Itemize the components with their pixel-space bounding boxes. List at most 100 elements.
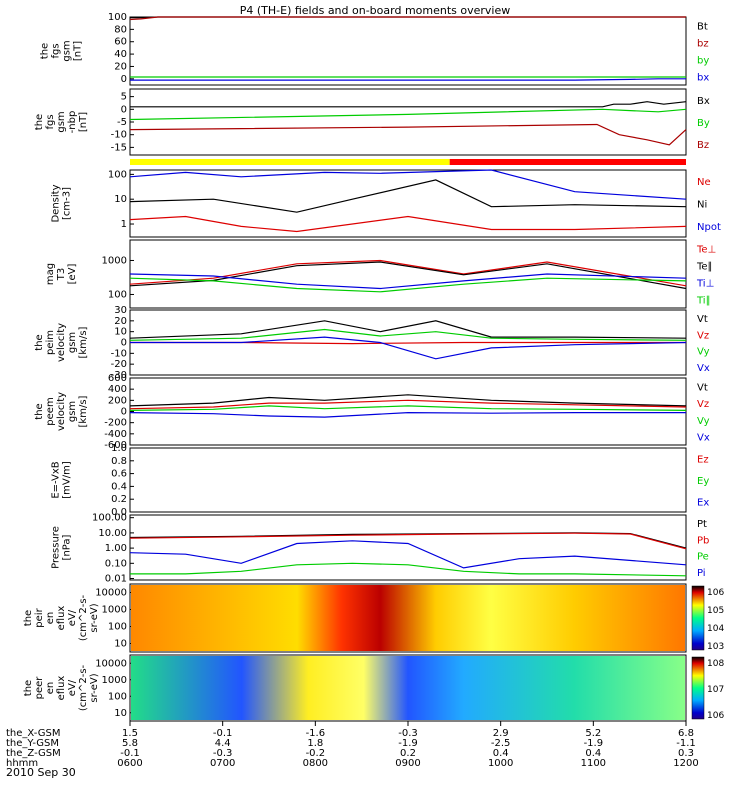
series-Pb-line [129, 532, 687, 550]
legend-by: by [697, 56, 709, 67]
series-Vz-line [129, 399, 687, 410]
x-row-value: -0.3 [398, 728, 418, 739]
y-tick-label: 1000 [102, 675, 127, 686]
series-By-line [129, 108, 687, 121]
x-row-value: -0.1 [213, 728, 233, 739]
y-tick-label: -5 [117, 117, 127, 128]
series-Te⊥-line [129, 259, 687, 287]
y-tick-label: 10 [114, 639, 127, 650]
y-axis-label: -nbp [67, 111, 78, 134]
y-axis-label: eflux [56, 606, 67, 631]
colorbar [691, 585, 705, 651]
y-axis-label: [km/s] [78, 326, 89, 358]
y-tick-label: 10.00 [98, 528, 127, 539]
y-axis-label: sr-eV) [89, 673, 100, 702]
panel-frame [129, 169, 687, 238]
y-axis-label: E=-VxB [51, 461, 62, 498]
x-row-value: 4.4 [215, 738, 231, 749]
panel-pressure: 100.00 10.00 1.00 0.10 0.01 Pressure [nPa] Pt Pb… [51, 513, 710, 585]
y-tick-label: -30 [111, 370, 127, 381]
legend-Ti⊥: Ti⊥ [696, 279, 714, 290]
legend-Vx: Vx [697, 433, 710, 444]
colorbar-tick-label: 105 [707, 606, 724, 616]
colorbar-tick-label: 103 [707, 642, 724, 652]
y-axis-label: [nPa] [62, 534, 73, 560]
panel-fgs-gsm-nbp: 50 -5 -10-15 the fgs gsm -nbp [nT] Bx By Bz [34, 88, 710, 156]
y-axis-label: the [34, 114, 45, 130]
panel-frame [129, 514, 687, 581]
y-axis-label: (cm^2-s- [78, 594, 89, 641]
y-tick-label: 20 [114, 316, 127, 327]
y-axis-label: velocity [56, 392, 67, 431]
y-axis-label: eV/ [67, 609, 78, 626]
y-axis-label: gsm [67, 332, 78, 353]
y-tick-label: 0.8 [111, 456, 127, 467]
legend-Te∥: Te∥ [696, 262, 713, 273]
y-axis-label: [nT] [73, 41, 84, 61]
legend-Pb: Pb [697, 535, 709, 546]
x-row-value: 6.8 [678, 728, 694, 739]
x-row-value: 1.5 [122, 728, 138, 739]
x-row-value: 0800 [303, 758, 328, 769]
y-axis-label: gsm [56, 111, 67, 132]
y-axis-label: T3 [56, 268, 67, 281]
figure-title: P4 (TH-E) fields and on-board moments ov… [240, 4, 511, 17]
panel-density: 100 10 1 Density [cm-3] Ne Ni Npot [51, 169, 721, 238]
legend-Ti∥: Ti∥ [696, 296, 711, 307]
y-tick-label: 100 [108, 169, 127, 180]
x-row-value: 0900 [395, 758, 420, 769]
series-Vy-line [129, 405, 687, 411]
y-tick-label: 1000 [102, 255, 127, 266]
y-axis-label: [cm-3] [62, 187, 73, 220]
x-row-value: 1000 [488, 758, 513, 769]
series-Ti∥-line [129, 277, 687, 293]
colorbar [691, 656, 705, 720]
y-tick-label: 0.10 [105, 558, 127, 569]
panel-frame [129, 239, 687, 309]
y-tick-label: 0.0 [111, 507, 127, 518]
y-tick-label: 400 [108, 384, 127, 395]
y-tick-label: 40 [114, 49, 127, 60]
y-axis-label: the [40, 43, 51, 59]
x-row-value: 1.8 [307, 738, 323, 749]
panel-frame [129, 377, 687, 446]
legend-Npot: Npot [697, 222, 721, 233]
y-axis-label: eflux [56, 676, 67, 701]
legend-Bz: Bz [697, 140, 709, 151]
y-tick-label: 0 [121, 338, 127, 349]
y-tick-label: -400 [104, 429, 127, 440]
x-row-value: 2.9 [493, 728, 509, 739]
series-Npot-line [129, 169, 687, 200]
y-axis-label: the [23, 680, 34, 696]
legend-bz: bz [697, 39, 709, 50]
y-tick-label: 0 [121, 407, 127, 418]
y-axis-label: en [45, 612, 56, 625]
legend-Vt: Vt [697, 382, 708, 393]
y-tick-label: 10000 [95, 658, 127, 669]
x-row-label: the_Y-GSM [6, 738, 59, 749]
date-label: 2010 Sep 30 [6, 766, 76, 779]
series-Pe-line [130, 562, 687, 577]
y-tick-label: -15 [111, 142, 127, 153]
y-axis-label: [mV/m] [62, 461, 73, 499]
y-tick-label: 1 [121, 219, 127, 230]
y-tick-label: 1000 [102, 605, 127, 616]
legend-Vz: Vz [697, 399, 709, 410]
y-tick-label: 100 [108, 691, 127, 702]
y-tick-label: 30 [114, 305, 127, 316]
panel-e-vxb: 1.0 0.8 0.60.4 0.2 0.0 E=-VxB [mV/m] Ez Ey Ex [51, 443, 710, 518]
legend-Pe: Pe [697, 552, 709, 563]
series-Vx-line [129, 411, 686, 418]
y-tick-label: 20 [114, 61, 127, 72]
x-row-value: 0.2 [400, 748, 416, 759]
mode-bar-red [449, 159, 686, 165]
series-Ne-line [129, 215, 687, 233]
y-axis-label: fgs [51, 43, 62, 58]
colorbar-tick-label: 106 [707, 711, 724, 721]
y-tick-label: 0.4 [111, 481, 127, 492]
panel-temperature: 1000 100 mag T3 [eV] Te⊥ Te∥ Ti⊥ Ti∥ [45, 239, 716, 309]
legend-Vx: Vx [697, 363, 710, 374]
series-bz-line [129, 16, 686, 21]
